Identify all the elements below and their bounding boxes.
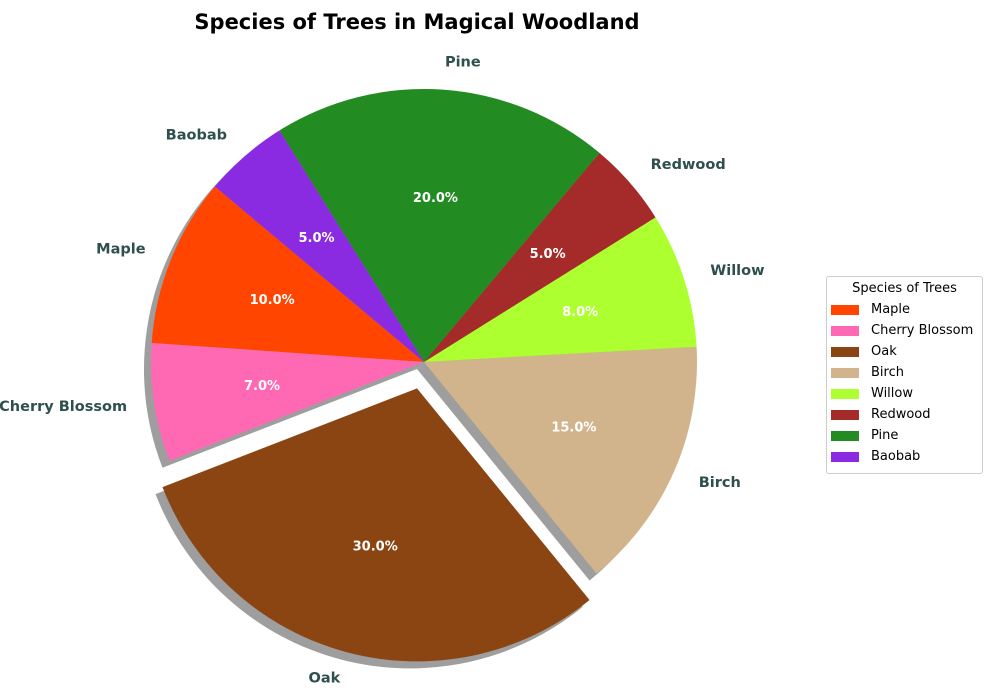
- legend-items: Maple Cherry Blossom Oak Birch Willow Redwood…: [827, 299, 982, 467]
- legend-swatch-maple: [831, 304, 859, 315]
- category-label-oak: Oak: [309, 671, 341, 687]
- percent-label-baobab: 5.0%: [299, 231, 335, 246]
- legend-swatch-baobab: [831, 451, 859, 462]
- category-label-layer: Maple Cherry Blossom Oak Birch Willow Redwood…: [0, 54, 765, 686]
- legend-swatch-willow: [831, 388, 859, 399]
- percent-label-cherry-blossom: 7.0%: [244, 379, 280, 394]
- slice-maple: [151, 186, 424, 362]
- legend-item-maple: Maple: [827, 299, 982, 320]
- legend: Species of Trees Maple Cherry Blossom Oak B…: [826, 276, 983, 474]
- legend-label-baobab: Baobab: [871, 449, 921, 464]
- category-label-redwood: Redwood: [651, 157, 726, 173]
- legend-item-oak: Oak: [827, 341, 982, 362]
- percent-label-maple: 10.0%: [250, 293, 295, 308]
- legend-label-willow: Willow: [871, 386, 913, 401]
- slice-willow: [424, 217, 697, 362]
- legend-label-birch: Birch: [871, 365, 904, 380]
- category-label-maple: Maple: [96, 242, 146, 258]
- legend-item-willow: Willow: [827, 383, 982, 404]
- percent-label-redwood: 5.0%: [530, 247, 566, 262]
- percent-label-birch: 15.0%: [551, 421, 596, 436]
- legend-label-cherry-blossom: Cherry Blossom: [871, 323, 974, 338]
- percent-label-willow: 8.0%: [562, 305, 598, 320]
- legend-swatch-oak: [831, 346, 859, 357]
- chart-title: Species of Trees in Magical Woodland: [194, 10, 640, 34]
- slice-cherry-blossom: [151, 342, 424, 461]
- legend-label-pine: Pine: [871, 428, 899, 443]
- slice-pine: [279, 89, 600, 363]
- legend-item-pine: Pine: [827, 425, 982, 446]
- legend-item-redwood: Redwood: [827, 404, 982, 425]
- slice-baobab: [214, 130, 424, 362]
- legend-swatch-redwood: [831, 409, 859, 420]
- category-label-baobab: Baobab: [166, 127, 227, 143]
- slice-oak: [162, 388, 590, 662]
- legend-item-birch: Birch: [827, 362, 982, 383]
- legend-swatch-pine: [831, 430, 859, 441]
- legend-label-oak: Oak: [871, 344, 897, 359]
- legend-item-cherry-blossom: Cherry Blossom: [827, 320, 982, 341]
- category-label-birch: Birch: [699, 475, 741, 491]
- percent-label-layer: 10.0% 7.0% 30.0% 15.0% 8.0% 5.0% 20.0% 5.0%: [244, 191, 598, 554]
- category-label-willow: Willow: [710, 263, 764, 279]
- slice-birch: [424, 346, 697, 574]
- legend-title: Species of Trees: [852, 281, 957, 296]
- legend-swatch-cherry-blossom: [831, 325, 859, 336]
- category-label-pine: Pine: [445, 54, 481, 70]
- legend-swatch-birch: [831, 367, 859, 378]
- category-label-cherry-blossom: Cherry Blossom: [0, 399, 127, 415]
- percent-label-pine: 20.0%: [413, 191, 458, 206]
- legend-label-redwood: Redwood: [871, 407, 931, 422]
- percent-label-oak: 30.0%: [353, 539, 398, 554]
- slice-layer: [151, 89, 697, 662]
- slice-redwood: [424, 152, 656, 362]
- legend-item-baobab: Baobab: [827, 446, 982, 467]
- legend-label-maple: Maple: [871, 302, 911, 317]
